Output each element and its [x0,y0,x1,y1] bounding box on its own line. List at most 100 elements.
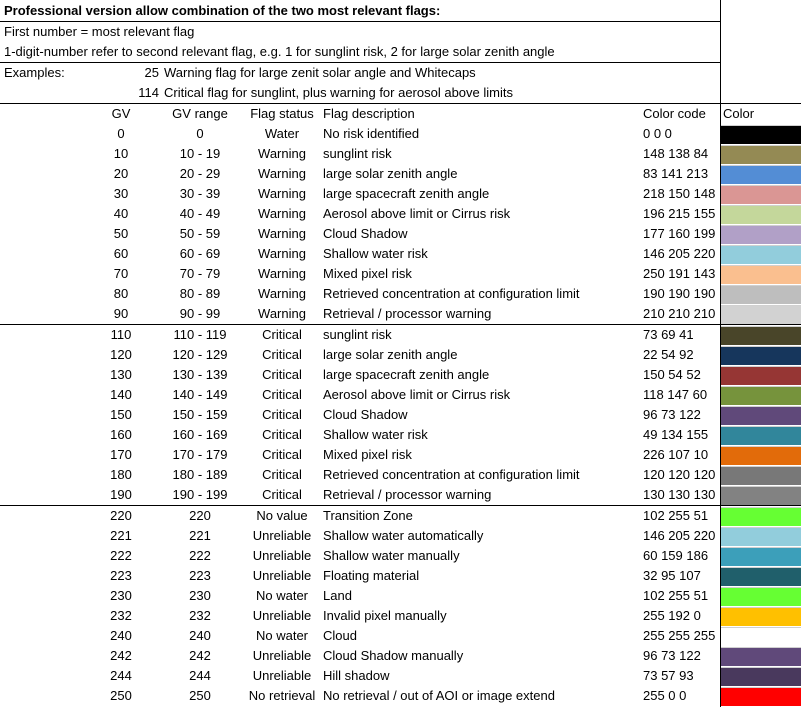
gv-range-cell: 232 [189,608,211,623]
gv-cell: 20 [113,166,129,181]
gv-range-cell: 244 [189,668,211,683]
color-swatch [721,627,801,646]
color-code-cell: 210 210 210 [643,306,716,321]
gv-range-cell: 50 - 59 [179,226,221,241]
gv-cell: 130 [110,367,132,382]
gv-cell: 230 [110,588,132,603]
table-row: 230 230 No water Land 102 255 51 [0,586,801,606]
col-code-header: Color code [643,106,706,121]
flag-status-cell: Warning [258,286,306,301]
table-row: 244 244 Unreliable Hill shadow 73 57 93 [0,666,801,686]
flag-status-cell: Warning [258,226,306,241]
gv-cell: 140 [110,387,132,402]
flag-description-cell: Retrieved concentration at configuration… [323,467,580,482]
table-row: 250 250 No retrieval No retrieval / out of … [0,686,801,706]
color-code-cell: 146 205 220 [643,528,716,543]
flag-status-cell: Warning [258,246,306,261]
gv-range-cell: 30 - 39 [179,186,221,201]
color-swatch [721,426,801,445]
gv-cell: 90 [113,306,129,321]
gv-range-cell: 70 - 79 [179,266,221,281]
gv-cell: 180 [110,467,132,482]
color-code-cell: 73 57 93 [643,668,694,683]
table-row: 50 50 - 59 Warning Cloud Shadow 177 160 199 [0,224,801,244]
gv-range-cell: 223 [189,568,211,583]
flag-description-cell: No risk identified [323,126,420,141]
flag-status-cell: No retrieval [248,688,316,703]
flag-description-cell: Cloud [323,628,357,643]
gv-cell: 242 [110,648,132,663]
flag-status-cell: Critical [262,447,302,462]
flag-description-cell: large spacecraft zenith angle [323,367,490,382]
gv-cell: 50 [113,226,129,241]
gv-range-cell: 140 - 149 [172,387,228,402]
table-row: 120 120 - 129 Critical large solar zenith a… [0,345,801,365]
col-range-header: GV range [172,106,228,121]
gv-cell: 150 [110,407,132,422]
flag-description-cell: Shallow water manually [323,548,460,563]
gv-range-cell: 60 - 69 [179,246,221,261]
color-swatch [721,527,801,546]
color-swatch [721,326,801,345]
color-code-cell: 255 192 0 [643,608,701,623]
table-row: 130 130 - 139 Critical large spacecraft zen… [0,365,801,385]
table-row: 40 40 - 49 Warning Aerosol above limit or C… [0,204,801,224]
color-swatch [721,547,801,566]
color-swatch [721,346,801,365]
color-code-cell: 60 159 186 [643,548,709,563]
table-row: 150 150 - 159 Critical Cloud Shadow 96 73 12… [0,405,801,425]
color-swatch [721,305,801,324]
table-row: 170 170 - 179 Critical Mixed pixel risk 226 … [0,445,801,465]
flag-description-cell: No retrieval / out of AOI or image exten… [323,688,555,703]
color-code-cell: 250 191 143 [643,266,716,281]
color-code-cell: 130 130 130 [643,487,716,502]
table-row: 190 190 - 199 Critical Retrieval / processo… [0,485,801,505]
group-2-bottom-border [0,505,801,506]
group-1-bottom-border [0,324,801,325]
flag-status-cell: Critical [262,327,302,342]
gv-range-cell: 242 [189,648,211,663]
gv-cell: 170 [110,447,132,462]
color-code-cell: 96 73 122 [643,648,701,663]
color-code-cell: 102 255 51 [643,508,709,523]
gv-cell: 220 [110,508,132,523]
flag-description-cell: large solar zenith angle [323,347,458,362]
gv-cell: 232 [110,608,132,623]
color-swatch [721,647,801,666]
gv-range-cell: 20 - 29 [179,166,221,181]
examples-bottom-border [0,103,801,104]
color-swatch [721,567,801,586]
flag-description-cell: Mixed pixel risk [323,447,412,462]
color-code-cell: 49 134 155 [643,427,709,442]
color-swatch [721,667,801,686]
flag-status-cell: Warning [258,306,306,321]
gv-range-cell: 40 - 49 [179,206,221,221]
gv-range-cell: 220 [189,508,211,523]
color-code-cell: 196 215 155 [643,206,716,221]
color-swatch [721,406,801,425]
color-swatch [721,507,801,526]
flag-status-cell: Water [264,126,300,141]
examples-label: Examples: [4,65,65,80]
table-row: 70 70 - 79 Warning Mixed pixel risk 250 191 … [0,264,801,284]
flag-description-cell: Hill shadow [323,668,390,683]
example-2-text: Critical flag for sunglint, plus warning… [164,85,513,100]
color-swatch [721,225,801,244]
note-line-1: First number = most relevant flag [4,24,195,39]
table-row: 80 80 - 89 Warning Retrieved concentration … [0,284,801,304]
gv-cell: 0 [117,126,125,141]
flag-status-cell: Unreliable [252,548,312,563]
table-row: 160 160 - 169 Critical Shallow water risk 49… [0,425,801,445]
flag-description-cell: Land [323,588,352,603]
flag-status-cell: Critical [262,367,302,382]
table-row: 232 232 Unreliable Invalid pixel manually 25… [0,606,801,626]
color-swatch [721,265,801,284]
flag-status-cell: No water [255,628,309,643]
flag-status-cell: Critical [262,347,302,362]
flag-status-cell: Warning [258,186,306,201]
gv-range-cell: 180 - 189 [172,467,228,482]
flag-status-cell: Warning [258,206,306,221]
color-swatch [721,185,801,204]
gv-cell: 244 [110,668,132,683]
color-swatch [721,125,801,144]
